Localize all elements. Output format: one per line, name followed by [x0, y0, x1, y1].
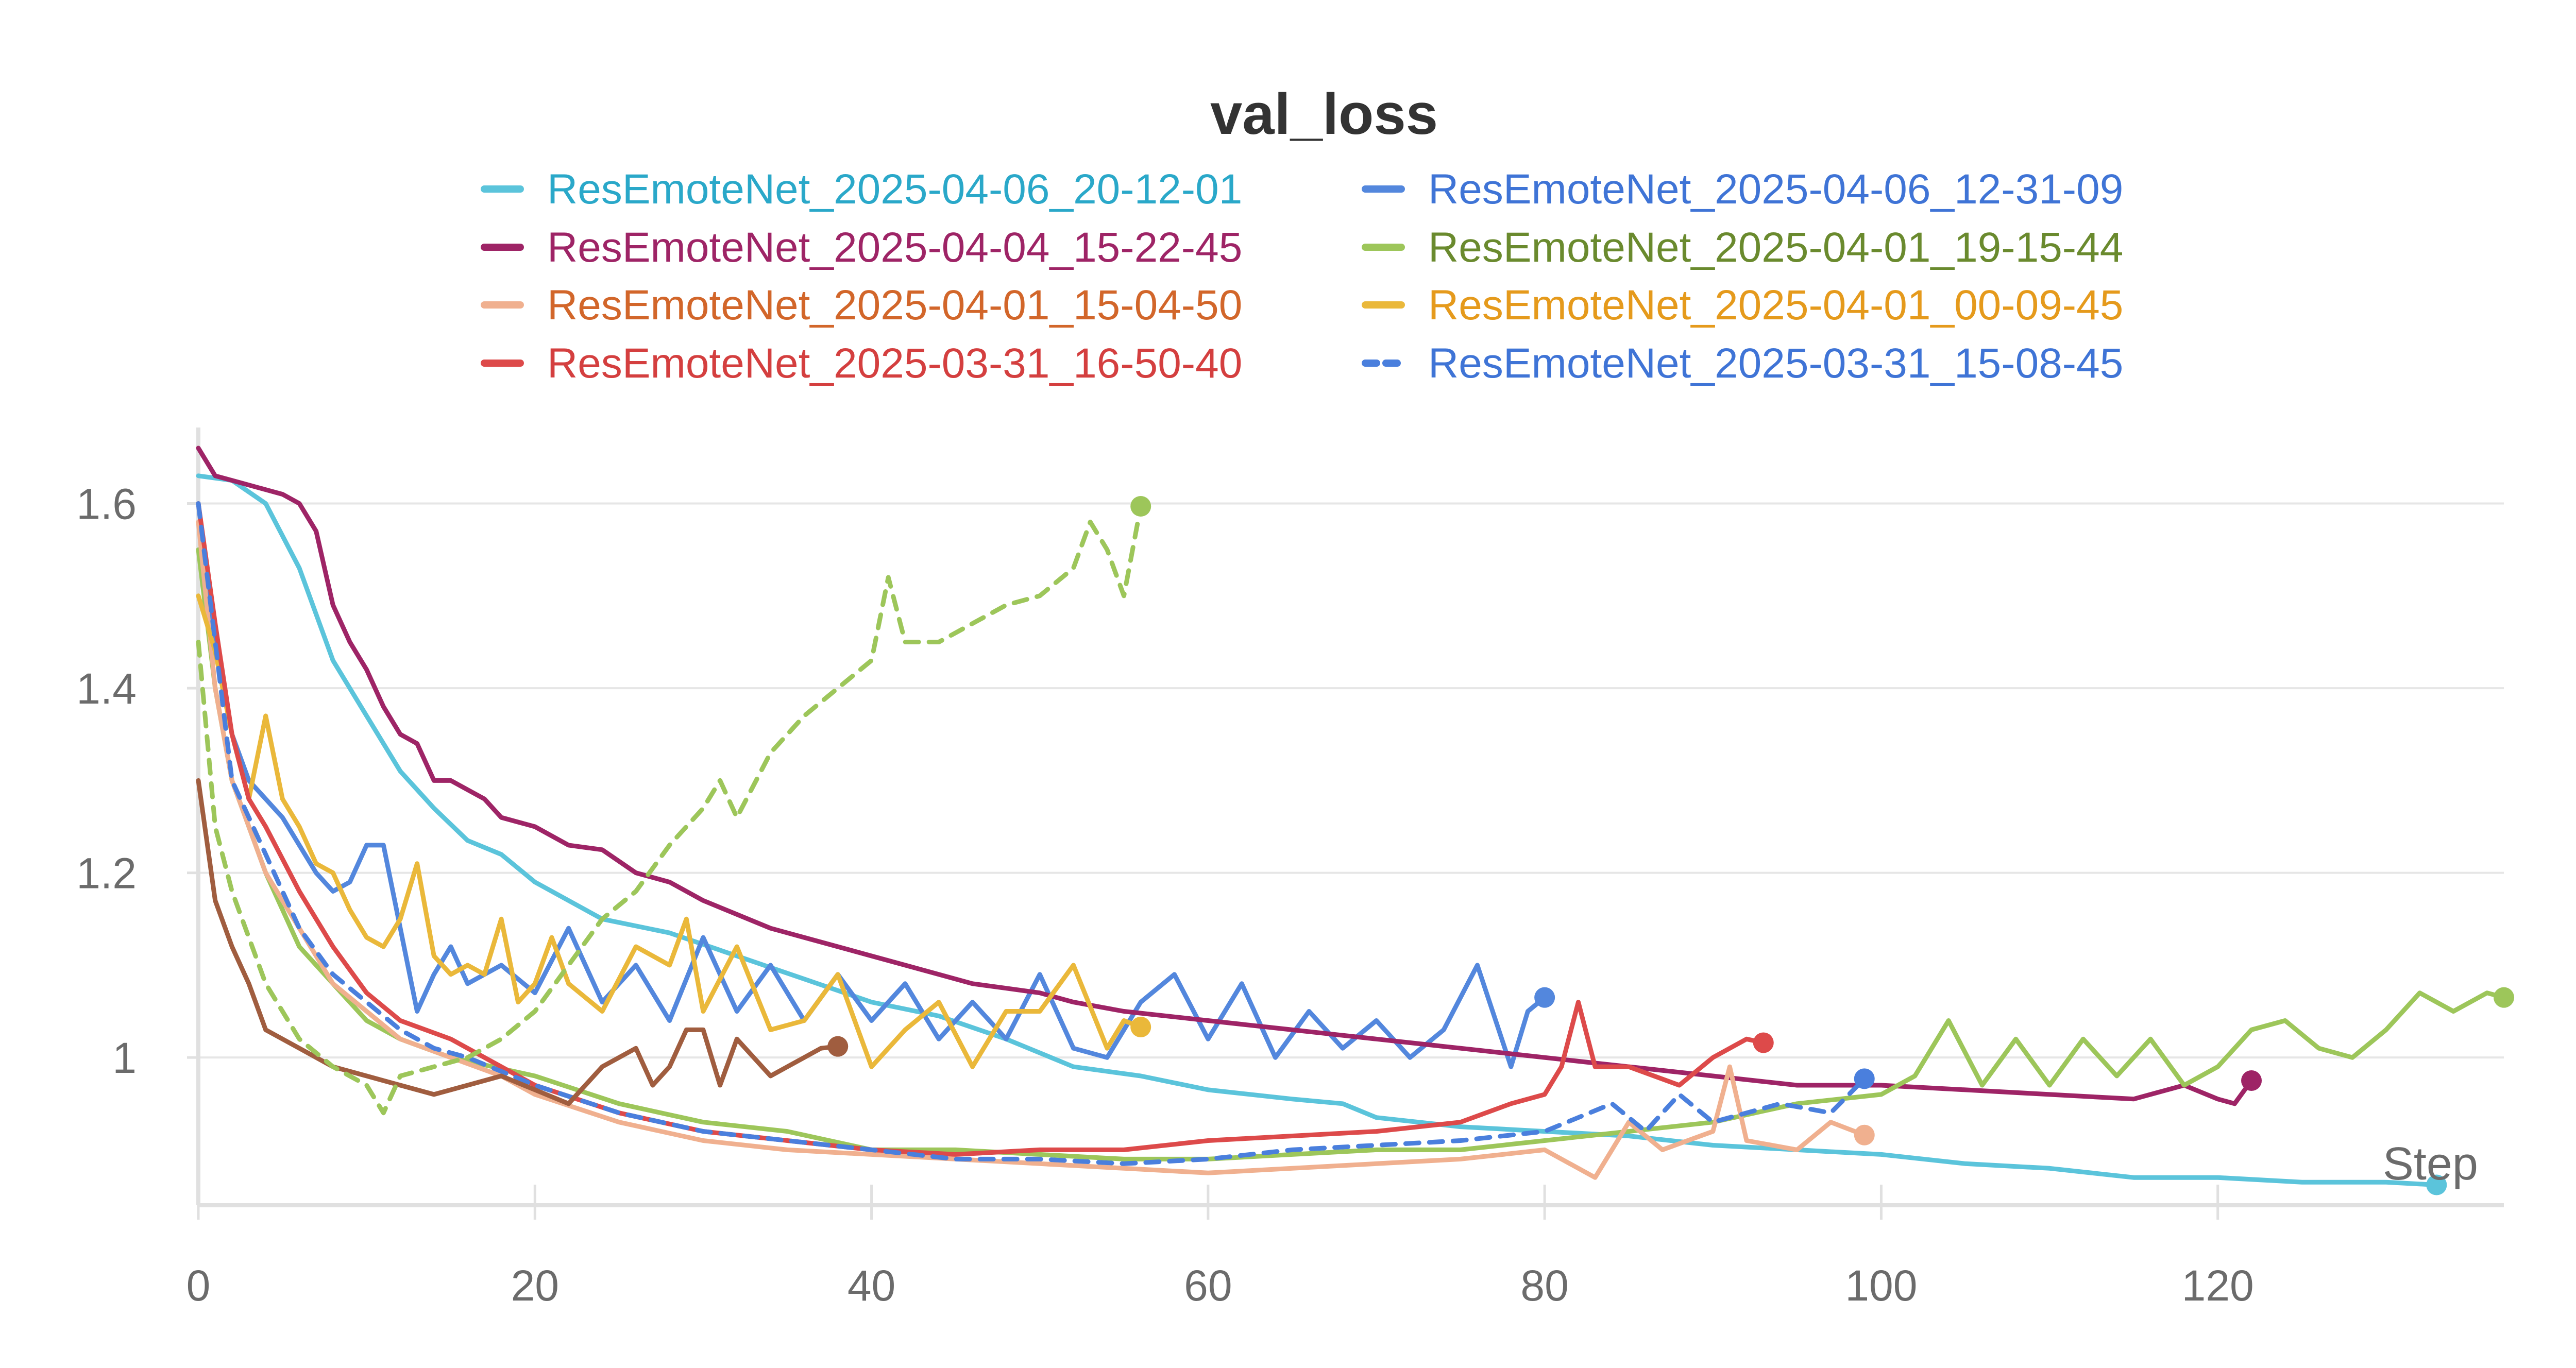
x-axis-label: Step [2383, 1138, 2478, 1190]
series-end-marker-1 [1534, 987, 1555, 1008]
series-end-marker-0 [2426, 1174, 2447, 1195]
series-line-7 [196, 501, 1867, 1166]
x-tick-label: 120 [2182, 1261, 2254, 1310]
series-line-4 [196, 519, 1867, 1180]
series-line-3 [196, 547, 2506, 1161]
series-line-0 [196, 473, 2439, 1188]
legend-label-5: ResEmoteNet_2025-04-01_00-09-45 [1428, 282, 2123, 329]
series-end-marker-4 [1854, 1124, 1875, 1145]
x-tick-label: 0 [187, 1261, 211, 1310]
legend-label-3: ResEmoteNet_2025-04-01_19-15-44 [1428, 224, 2123, 271]
legend-label-4: ResEmoteNet_2025-04-01_15-04-50 [547, 282, 1242, 329]
series-layer [196, 446, 2514, 1195]
series-end-marker-3 [2494, 987, 2514, 1008]
grid-lines [198, 502, 2504, 1059]
series-line-2 [196, 446, 2254, 1106]
series-end-marker-9 [1130, 495, 1151, 517]
y-tick-label: 1 [112, 1034, 137, 1082]
chart-title: val_loss [1210, 82, 1438, 146]
y-tick-label: 1.4 [76, 664, 137, 713]
series-end-marker-6 [1753, 1032, 1774, 1053]
legend-label-1: ResEmoteNet_2025-04-06_12-31-09 [1428, 166, 2123, 213]
axes: 1 1.2 1.4 1.6 0 20 40 60 80 100 120 [76, 427, 2504, 1310]
y-tick-label: 1.2 [76, 849, 137, 898]
x-tick-label: 80 [1520, 1261, 1568, 1310]
x-tick-label: 40 [848, 1261, 895, 1310]
legend-label-0: ResEmoteNet_2025-04-06_20-12-01 [547, 166, 1242, 213]
x-tick-label: 60 [1184, 1261, 1232, 1310]
series-line-1 [196, 501, 1547, 1069]
x-tick-label: 20 [511, 1261, 559, 1310]
legend-label-2: ResEmoteNet_2025-04-04_15-22-45 [547, 224, 1242, 271]
series-line-6 [196, 501, 1766, 1157]
legend-label-7: ResEmoteNet_2025-03-31_15-08-45 [1428, 340, 2123, 387]
series-end-marker-2 [2241, 1070, 2262, 1091]
y-tick-label: 1.6 [76, 480, 137, 528]
series-end-marker-7 [1854, 1068, 1875, 1089]
x-tick-label: 100 [1845, 1261, 1917, 1310]
series-line-5 [196, 593, 1143, 1069]
series-line-9 [196, 504, 1143, 1116]
legend-label-6: ResEmoteNet_2025-03-31_16-50-40 [547, 340, 1242, 387]
series-line-8 [196, 778, 840, 1106]
legend: ResEmoteNet_2025-04-06_20-12-01 ResEmoteN… [481, 166, 2123, 387]
series-end-marker-5 [1130, 1017, 1151, 1038]
series-end-marker-8 [827, 1036, 849, 1057]
